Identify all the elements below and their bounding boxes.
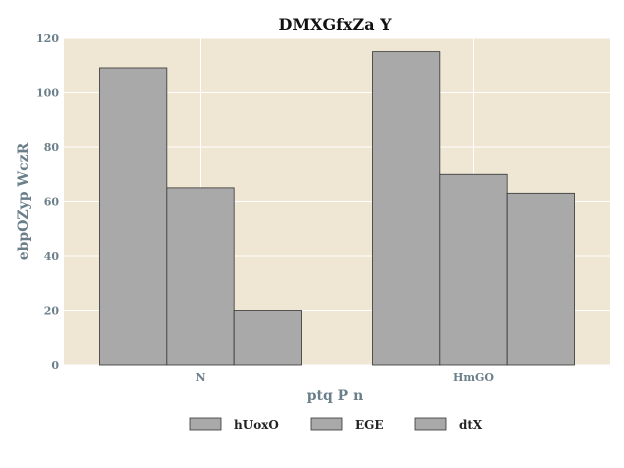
bar-EGE-N [166,187,235,366]
y-tick-label: 0 [51,359,59,372]
legend: hUoxO EGE dtX [189,417,483,432]
legend-label: dtX [459,418,483,432]
y-tick-label: 60 [44,196,60,209]
bar-EGE-HmGO [439,173,508,366]
y-tick-label: 40 [44,250,60,263]
y-tick-label: 120 [36,32,59,45]
legend-swatch [189,417,222,431]
y-tick-label: 20 [44,305,60,318]
x-axis-label: ptq P n [307,388,364,404]
bar-hUoxO-HmGO [372,51,441,366]
x-tick-label: N [195,371,205,384]
chart-title: DMXGfxZa Y [278,15,392,34]
x-axis-ticks: N HmGO [195,371,494,384]
legend-label: hUoxO [234,418,279,432]
y-axis-ticks: 0 20 40 60 80 100 120 [36,32,59,372]
legend-swatch [310,417,343,431]
y-axis-label: ebpOZyp WczR [16,142,32,260]
y-tick-label: 80 [44,141,60,154]
bar-dtX-N [233,310,302,366]
x-tick-label: HmGO [453,371,494,384]
bar-dtX-HmGO [506,192,575,366]
legend-label: EGE [355,418,384,432]
bars [99,51,575,366]
y-tick-label: 100 [36,87,59,100]
bar-hUoxO-N [99,67,168,366]
legend-swatch [414,417,447,431]
